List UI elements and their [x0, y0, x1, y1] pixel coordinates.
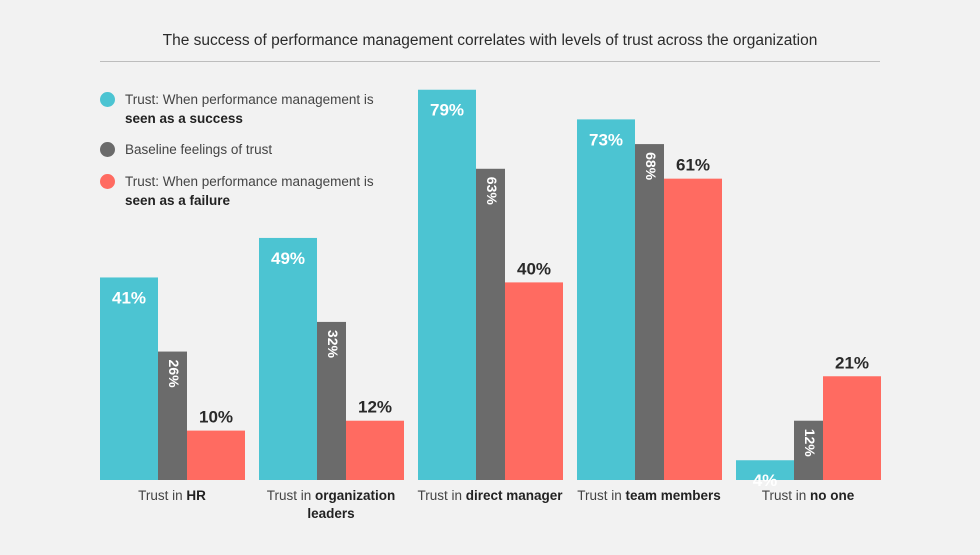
- category-label: Trust in direct manager: [405, 487, 575, 505]
- category-label-prefix: Trust in: [138, 488, 187, 503]
- category-label-prefix: Trust in: [761, 488, 810, 503]
- category-label-bold: organization leaders: [307, 488, 396, 521]
- legend-item-failure: Trust: When performance management is se…: [100, 172, 380, 210]
- category-label-prefix: Trust in: [577, 488, 626, 503]
- bar-0-2: [187, 430, 245, 480]
- data-label-2-2: 40%: [517, 259, 551, 278]
- data-label-4-1: 12%: [802, 429, 818, 458]
- bar-4-1: [794, 420, 823, 480]
- category-label-bold: HR: [186, 488, 206, 503]
- category-label-bold: team members: [625, 488, 721, 503]
- bar-2-0: [418, 89, 476, 481]
- category-label-bold: direct manager: [465, 488, 563, 503]
- data-label-1-2: 12%: [358, 398, 392, 417]
- category-label-bold: no one: [810, 488, 855, 503]
- bar-3-1: [635, 144, 664, 480]
- legend-item-success: Trust: When performance management is se…: [100, 90, 380, 128]
- bar-1-2: [346, 420, 404, 480]
- bar-3-2: [664, 178, 722, 480]
- data-label-1-0: 49%: [271, 249, 305, 268]
- bar-3-0: [577, 119, 635, 480]
- bar-2-1: [476, 168, 505, 480]
- data-label-2-0: 79%: [430, 101, 464, 120]
- chart-title: The success of performance management co…: [162, 32, 818, 49]
- title-divider: [100, 61, 880, 62]
- category-label: Trust in HR: [87, 487, 257, 505]
- bar-1-1: [317, 321, 346, 480]
- legend-swatch-success: [100, 92, 115, 107]
- legend-label-baseline: Baseline feelings of trust: [125, 142, 273, 157]
- legend-swatch-baseline: [100, 142, 115, 157]
- data-label-3-2: 61%: [676, 156, 710, 175]
- bar-4-0: [736, 460, 794, 480]
- bar-4-2: [823, 376, 881, 480]
- legend-item-baseline: Baseline feelings of trust: [100, 140, 380, 159]
- data-label-0-1: 26%: [166, 360, 182, 389]
- bar-2-2: [505, 282, 563, 480]
- data-label-2-1: 63%: [484, 177, 500, 206]
- bar-0-1: [158, 351, 187, 480]
- bar-0-0: [100, 277, 158, 480]
- data-label-0-0: 41%: [112, 288, 146, 307]
- legend-label-success-bold: seen as a success: [125, 111, 243, 126]
- data-label-1-1: 32%: [325, 330, 341, 359]
- category-label-prefix: Trust in: [266, 488, 315, 503]
- data-label-3-0: 73%: [589, 130, 623, 149]
- data-label-4-0: 4%: [753, 471, 778, 490]
- legend-swatch-failure: [100, 174, 115, 189]
- data-label-4-2: 21%: [835, 353, 869, 372]
- category-label: Trust in organization leaders: [246, 487, 416, 523]
- legend-label-success: Trust: When performance management is: [125, 92, 374, 107]
- category-label-prefix: Trust in: [417, 488, 466, 503]
- category-label: Trust in no one: [723, 487, 893, 505]
- category-label: Trust in team members: [564, 487, 734, 505]
- legend-label-failure: Trust: When performance management is: [125, 174, 374, 189]
- data-label-3-1: 68%: [643, 152, 659, 181]
- data-label-0-2: 10%: [199, 408, 233, 427]
- bar-1-0: [259, 237, 317, 480]
- legend-label-failure-bold: seen as a failure: [125, 193, 231, 208]
